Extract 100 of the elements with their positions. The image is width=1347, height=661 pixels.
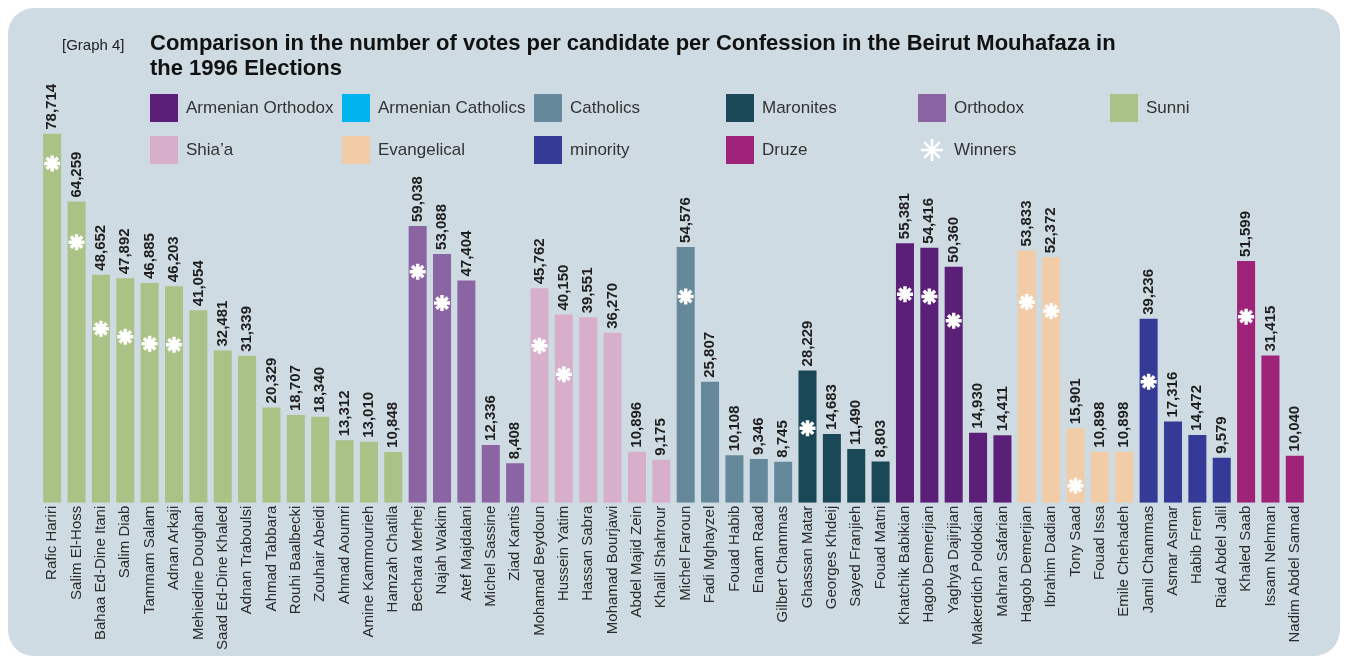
legend-label: minority	[570, 140, 630, 160]
bar	[920, 247, 939, 503]
x-tick-label: Ziad Kantis	[505, 505, 523, 581]
data-label: 14,411	[992, 386, 1010, 432]
bar	[676, 246, 695, 503]
bar	[359, 441, 378, 503]
legend-label: Shia’a	[186, 140, 234, 160]
legend-label: Armenian Catholics	[378, 98, 526, 118]
bar	[1139, 318, 1158, 503]
bar	[579, 317, 598, 503]
data-label: 10,896	[627, 401, 645, 448]
x-tick-label: Michel Faroun	[675, 505, 693, 601]
point	[42, 153, 62, 174]
point	[91, 319, 111, 339]
bar	[969, 432, 988, 503]
bar	[603, 332, 622, 503]
x-tick-label: Fouad Habib	[724, 505, 742, 592]
x-tick-label: Riad Abdel Jalil	[1211, 505, 1229, 609]
data-label: 54,416	[919, 197, 937, 244]
x-tick-label: Ahmad Aoumri	[334, 505, 352, 605]
data-label: 20,329	[261, 357, 279, 404]
bar	[164, 286, 184, 503]
bar	[822, 433, 841, 503]
x-tick-label: Ahmad Tabbara	[261, 505, 279, 612]
x-tick-label: Nadim Abdel Samad	[1284, 505, 1302, 643]
x-tick-label: Mehiedine Doughan	[188, 505, 206, 641]
legend-label: Armenian Orthodox	[186, 98, 334, 118]
x-tick-label: Sayed Franjieh	[846, 505, 864, 607]
data-label: 14,472	[1187, 385, 1205, 431]
point	[66, 232, 87, 252]
bar	[944, 266, 963, 503]
data-label: 11,490	[846, 399, 864, 445]
point	[675, 286, 696, 307]
data-label: 39,551	[578, 267, 596, 314]
bar	[335, 440, 354, 503]
bar	[774, 461, 793, 503]
data-label: 48,652	[91, 224, 109, 271]
bar	[701, 381, 720, 503]
x-tick-label: Mohamad Bourjawi	[602, 505, 620, 635]
x-tick-label: Atef Majdalani	[456, 505, 474, 601]
x-tick-label: Khaled Saab	[1236, 505, 1254, 592]
x-tick-label: Hassan Sabra	[578, 505, 596, 601]
bar	[1285, 455, 1304, 503]
data-label: 50,360	[943, 216, 961, 263]
data-label: 46,885	[139, 233, 157, 279]
bar	[213, 350, 232, 503]
x-tick-label: Fouad Issa	[1090, 505, 1108, 580]
legend-label: Maronites	[762, 98, 837, 118]
data-label: 55,381	[895, 193, 913, 240]
data-label: 47,404	[456, 230, 474, 277]
bar	[993, 435, 1012, 503]
x-tick-label: Hagob Demerjian	[919, 505, 937, 623]
x-tick-label: Khalil Shahrour	[651, 505, 669, 609]
point	[797, 418, 818, 438]
x-tick-label: Salim El-Hoss	[66, 505, 84, 600]
bar	[238, 355, 257, 503]
data-label: 10,848	[383, 402, 401, 448]
bar	[311, 416, 330, 503]
bar	[1042, 257, 1061, 503]
bar	[433, 253, 452, 503]
data-label: 10,040	[1284, 405, 1302, 452]
x-tick-label: Tammam Salam	[139, 505, 157, 615]
x-tick-label: Salim Diab	[115, 505, 133, 579]
x-tick-label: Gilbert Chammas	[773, 505, 791, 623]
data-label: 13,312	[334, 390, 352, 437]
legend-label: Evangelical	[378, 140, 465, 160]
data-label: 53,833	[1016, 200, 1034, 247]
point	[1236, 306, 1256, 327]
bar	[554, 314, 573, 503]
x-tick-label: Fadi Mghayzel	[700, 505, 718, 604]
x-tick-label: Yaghya Dajirjian	[943, 505, 961, 614]
x-tick-label: Hagob Demerjian	[1016, 505, 1034, 623]
x-tick-label: Fouad Matni	[870, 505, 888, 590]
data-label: 9,579	[1211, 416, 1229, 454]
data-label: 41,054	[188, 259, 206, 307]
x-tick-label: Khatchik Babikian	[895, 505, 913, 625]
bar	[262, 407, 281, 503]
x-tick-label: Mohamad Beydoun	[529, 505, 547, 636]
data-label: 31,339	[237, 305, 255, 352]
point	[1065, 476, 1086, 496]
data-label: 9,346	[748, 417, 766, 455]
data-label: 45,762	[529, 238, 547, 285]
chart-title: Comparison in the number of votes per candidate per Confession in the Beirut Mouhafaza in the 1996 Elections	[150, 30, 1117, 80]
data-label: 8,745	[773, 420, 791, 458]
bar	[652, 459, 671, 503]
point	[1138, 372, 1159, 392]
bar	[91, 274, 110, 503]
bar	[798, 370, 817, 503]
point	[1017, 292, 1037, 312]
x-tick-label: Adnan Arkaji	[164, 505, 182, 590]
x-tick-label: Ibrahim Dadian	[1041, 505, 1059, 608]
x-tick-label: Michel Sassine	[480, 505, 498, 607]
bar	[749, 458, 768, 503]
data-label: 59,038	[407, 176, 425, 223]
bar	[1237, 260, 1256, 503]
bar	[116, 278, 135, 503]
x-tick-label: Rouhi Baalbecki	[285, 505, 303, 615]
x-tick-label: Rafic Hariri	[42, 505, 60, 580]
x-tick-label: Mahran Safarian	[992, 505, 1010, 617]
bar	[286, 415, 305, 503]
